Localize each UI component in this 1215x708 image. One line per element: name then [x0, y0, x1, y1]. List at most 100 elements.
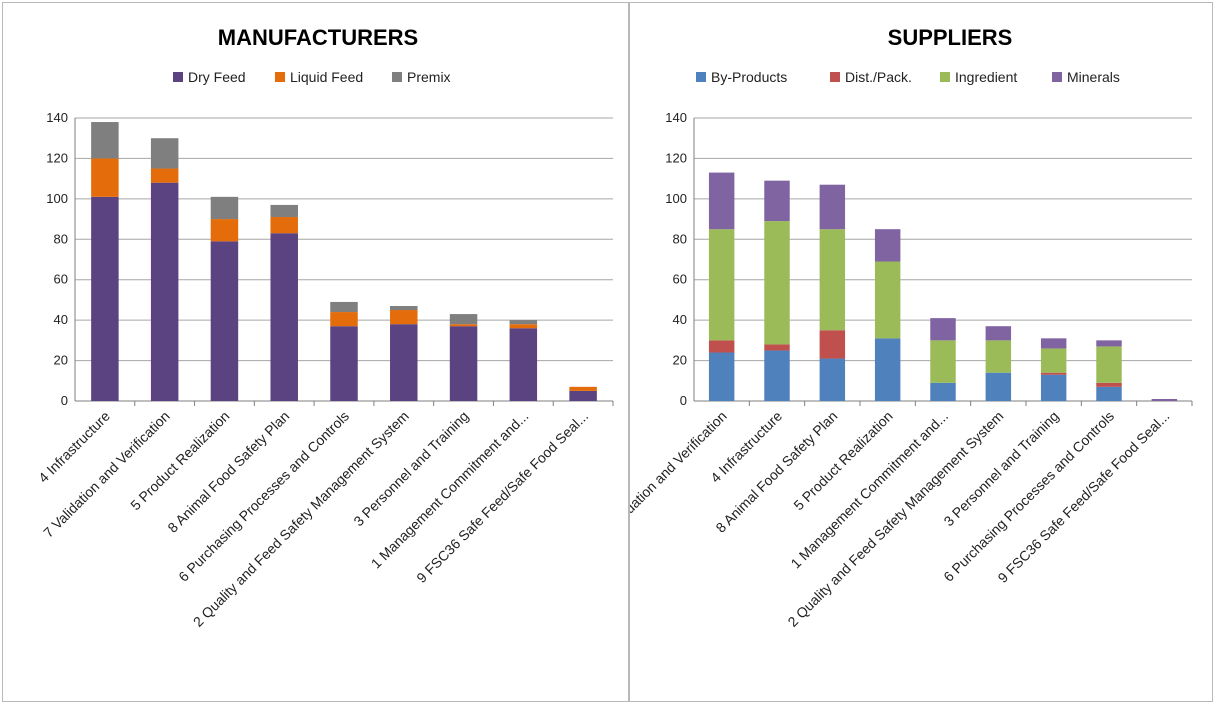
- bar-liquid-feed: [270, 217, 298, 234]
- bar-ingredient: [985, 340, 1012, 373]
- bar-minerals: [764, 180, 790, 222]
- y-tick-label: 60: [673, 272, 687, 287]
- bar-minerals: [1151, 398, 1178, 401]
- y-tick-label: 100: [665, 191, 687, 206]
- bar-dist-pack-: [764, 344, 790, 351]
- y-tick-label: 0: [61, 393, 68, 408]
- bar-dry-feed: [210, 241, 239, 401]
- bar-minerals: [930, 318, 956, 341]
- y-tick-label: 40: [54, 312, 68, 327]
- legend-swatch: [392, 72, 402, 82]
- legend-swatch: [1052, 72, 1062, 82]
- y-tick-label: 0: [680, 393, 687, 408]
- y-tick-label: 20: [673, 353, 687, 368]
- bar-premix: [91, 122, 119, 159]
- legend-swatch: [696, 72, 706, 82]
- y-tick-label: 100: [46, 191, 68, 206]
- bar-dry-feed: [150, 182, 179, 401]
- bar-liquid-feed: [449, 324, 478, 327]
- y-tick-label: 80: [673, 231, 687, 246]
- bar-minerals: [874, 229, 901, 262]
- bar-minerals: [819, 184, 846, 230]
- legend-swatch: [173, 72, 183, 82]
- x-tick-label: 3 Personnel and Training: [350, 408, 471, 529]
- bar-dist-pack-: [1096, 382, 1122, 387]
- bar-by-products: [708, 352, 735, 401]
- bar-premix: [509, 320, 538, 325]
- legend-label: Premix: [407, 69, 451, 85]
- bar-dry-feed: [91, 196, 119, 401]
- bar-ingredient: [708, 229, 735, 341]
- bar-premix: [449, 314, 478, 325]
- legend-label: Dist./Pack.: [845, 69, 912, 85]
- x-tick-label: 8 Animal Food Safety Plan: [164, 408, 292, 536]
- manufacturers-chart: MANUFACTURERS 0 20 40 60 80 100 120 140 4 Infras…: [2, 2, 629, 702]
- suppliers-chart-svg: SUPPLIERS 0204060801001201407 Validation…: [630, 25, 1193, 630]
- legend-label: Ingredient: [955, 69, 1017, 85]
- bar-minerals: [985, 326, 1012, 341]
- x-tick-label: 3 Personnel and Training: [940, 408, 1061, 529]
- bar-ingredient: [764, 221, 790, 345]
- y-tick-label: 60: [54, 272, 68, 287]
- bar-premix: [390, 305, 418, 311]
- legend-label: By-Products: [711, 69, 787, 85]
- y-tick-label: 120: [665, 150, 687, 165]
- legend-label: Dry Feed: [188, 69, 246, 85]
- bar-by-products: [819, 358, 846, 401]
- bar-dry-feed: [509, 328, 538, 401]
- bar-by-products: [1096, 386, 1122, 401]
- y-tick-label: 140: [665, 110, 687, 125]
- legend-label: Liquid Feed: [290, 69, 363, 85]
- bar-ingredient: [874, 261, 901, 339]
- bar-dist-pack-: [708, 340, 735, 353]
- y-tick-label: 120: [46, 150, 68, 165]
- bar-dry-feed: [270, 233, 298, 401]
- bar-premix: [210, 196, 239, 220]
- chart-title: MANUFACTURERS: [218, 25, 418, 50]
- y-tick-label: 140: [46, 110, 68, 125]
- bar-liquid-feed: [210, 219, 239, 242]
- bar-minerals: [1096, 340, 1122, 347]
- bar-ingredient: [1040, 348, 1067, 373]
- bar-dry-feed: [449, 326, 478, 401]
- bar-by-products: [874, 338, 901, 401]
- legend-swatch: [275, 72, 285, 82]
- chart-title: SUPPLIERS: [888, 25, 1013, 50]
- y-tick-label: 40: [673, 312, 687, 327]
- bar-ingredient: [930, 340, 956, 383]
- legend-swatch: [830, 72, 840, 82]
- bar-ingredient: [1096, 346, 1122, 383]
- suppliers-chart: SUPPLIERS 0204060801001201407 Validation…: [629, 2, 1213, 702]
- bar-liquid-feed: [91, 158, 119, 197]
- bar-minerals: [708, 172, 735, 230]
- legend-label: Minerals: [1067, 69, 1120, 85]
- bar-minerals: [1040, 338, 1067, 349]
- bar-by-products: [764, 350, 790, 401]
- bar-premix: [270, 204, 298, 218]
- x-tick-label: 7 Validation and Verification: [40, 408, 173, 541]
- bar-liquid-feed: [330, 312, 358, 327]
- y-tick-label: 20: [54, 353, 68, 368]
- x-tick-label: 5 Product Realization: [790, 408, 895, 513]
- bar-liquid-feed: [509, 324, 538, 329]
- bar-dist-pack-: [819, 330, 846, 359]
- bar-premix: [330, 301, 358, 313]
- legend-swatch: [940, 72, 950, 82]
- bar-by-products: [1040, 374, 1067, 401]
- y-tick-label: 80: [54, 231, 68, 246]
- bar-liquid-feed: [569, 386, 597, 391]
- bar-dry-feed: [390, 324, 418, 401]
- x-tick-label: 5 Product Realization: [127, 408, 232, 513]
- bar-premix: [150, 138, 179, 169]
- bar-dist-pack-: [1040, 372, 1067, 375]
- x-tick-label: 2 Quality and Feed Safety Management Sys…: [190, 408, 412, 630]
- bar-by-products: [930, 382, 956, 401]
- bar-dry-feed: [330, 326, 358, 401]
- bar-liquid-feed: [150, 168, 179, 183]
- bar-dry-feed: [569, 390, 597, 401]
- bar-liquid-feed: [390, 310, 418, 325]
- bar-ingredient: [819, 229, 846, 331]
- bar-by-products: [985, 372, 1012, 401]
